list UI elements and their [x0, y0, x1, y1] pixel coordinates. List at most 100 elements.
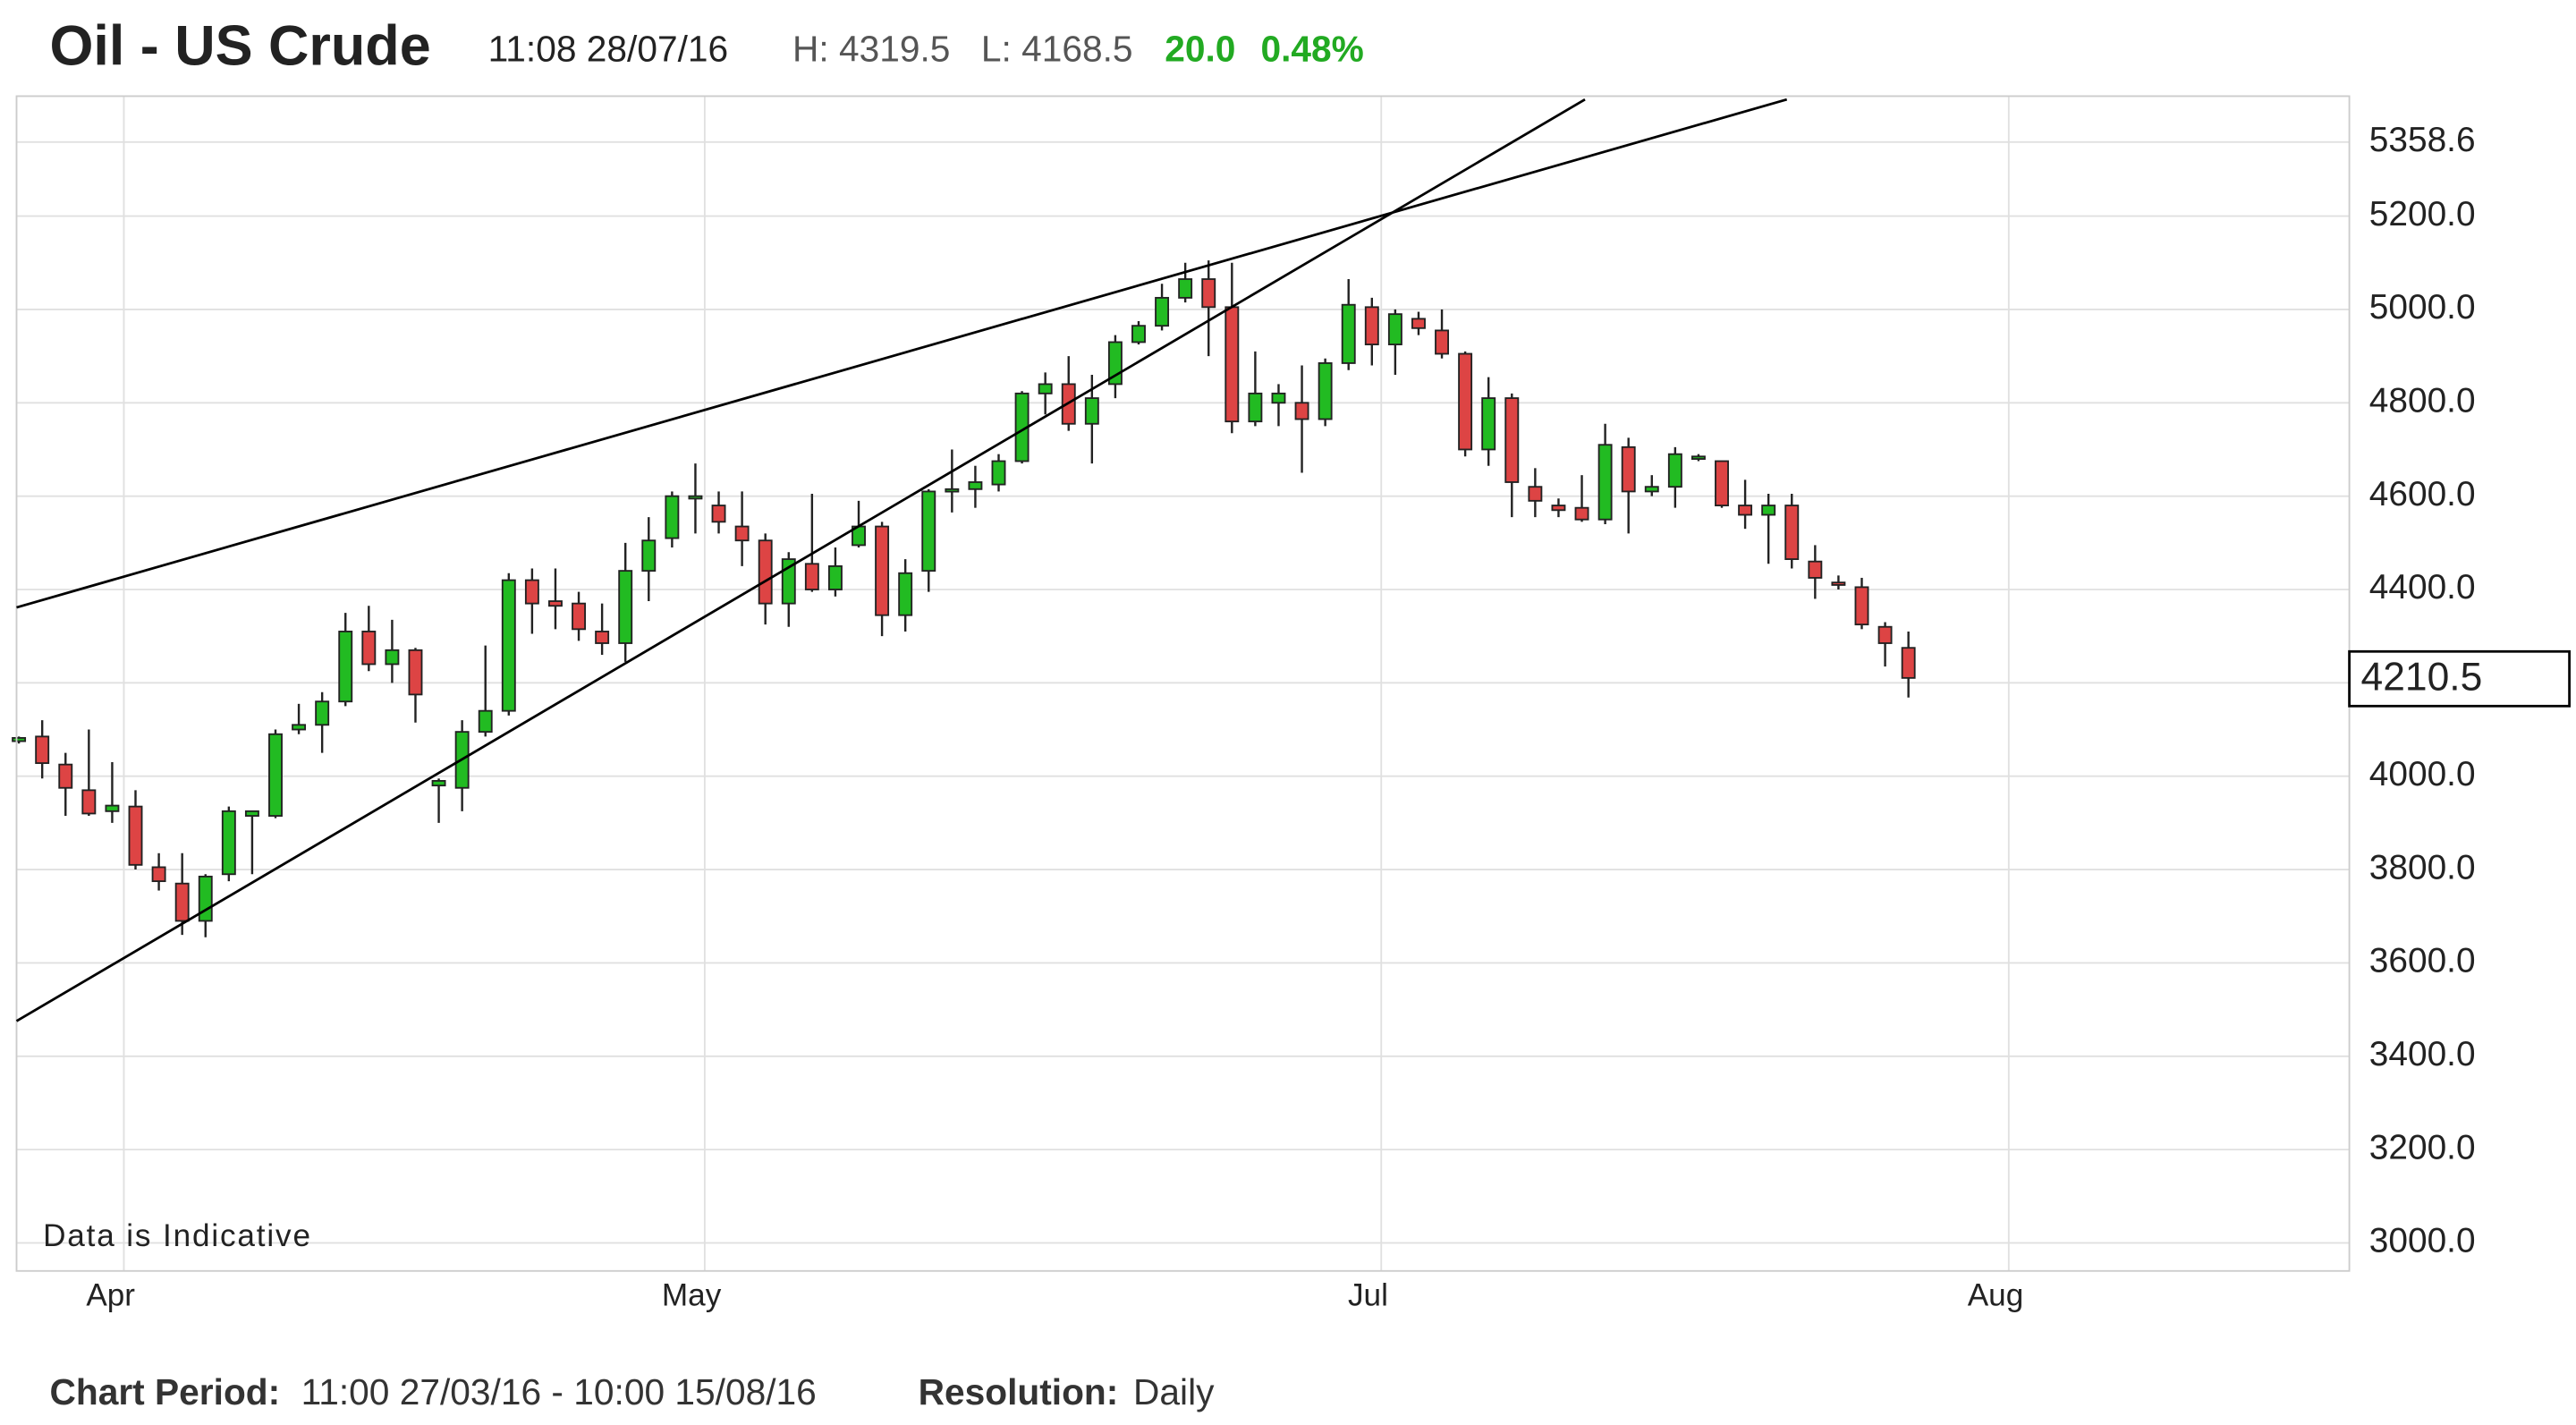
candle-body	[827, 564, 843, 590]
candle-body	[641, 539, 657, 573]
resolution: Daily	[1133, 1371, 1215, 1412]
candle-body	[408, 649, 423, 696]
instrument-title: Oil - US Crude	[49, 14, 430, 77]
candle-body	[1201, 278, 1216, 309]
last-price-label: 4210.5	[2361, 655, 2483, 699]
candle-body	[1178, 278, 1193, 299]
candle-body	[665, 495, 680, 539]
candle-body	[1481, 397, 1496, 451]
candle-body	[1644, 486, 1659, 493]
candle-body	[618, 570, 633, 644]
candle-body	[58, 763, 73, 789]
candle-body	[174, 882, 190, 922]
y-tick-label: 3200.0	[2369, 1128, 2476, 1166]
candle-body	[524, 579, 539, 605]
candle-body	[1271, 392, 1286, 404]
candle-body	[338, 631, 353, 703]
candle-body	[268, 733, 283, 817]
candle-body	[1854, 586, 1869, 626]
period-label: Chart Period:	[49, 1371, 280, 1412]
candle-body	[1831, 581, 1846, 586]
candle-body	[501, 579, 516, 712]
candle-body	[1341, 303, 1356, 364]
y-tick-label: 3000.0	[2369, 1222, 2476, 1260]
y-tick-label: 5358.6	[2369, 121, 2476, 159]
quote-change: 20.0	[1165, 28, 1235, 69]
candle-body	[1597, 444, 1613, 521]
candle-body	[1248, 392, 1263, 423]
candle-body	[35, 735, 50, 765]
candle-body	[1738, 505, 1753, 516]
trend-line	[15, 98, 1586, 1022]
candle-body	[688, 495, 703, 500]
candle-body	[734, 525, 750, 542]
candle-body	[105, 804, 120, 812]
candle-body	[1667, 453, 1682, 488]
quote-high: H: 4319.5	[792, 28, 950, 69]
candle-body	[804, 563, 819, 590]
y-tick-label: 3400.0	[2369, 1035, 2476, 1073]
candle-body	[1387, 313, 1402, 345]
candle-body	[898, 572, 913, 616]
candle-body	[1690, 455, 1706, 460]
x-tick-label: May	[662, 1278, 722, 1313]
candle-body	[1038, 383, 1053, 394]
y-tick-label: 5000.0	[2369, 288, 2476, 327]
y-tick-label: 5200.0	[2369, 195, 2476, 233]
quote-change-pct: 0.48%	[1260, 28, 1363, 69]
candle-body	[244, 810, 259, 817]
candle-body	[292, 724, 307, 731]
candle-body	[1504, 397, 1520, 483]
resolution-label: Resolution:	[919, 1371, 1119, 1412]
last-price-box	[2348, 649, 2571, 708]
candle-body	[945, 488, 960, 493]
y-tick-label: 4600.0	[2369, 475, 2476, 513]
candle-body	[968, 481, 983, 490]
candle-body	[198, 875, 213, 922]
trend-line	[16, 98, 1788, 609]
candle-body	[385, 649, 400, 666]
candle-body	[1224, 306, 1240, 423]
candle-body	[1084, 397, 1099, 425]
y-tick-label: 3800.0	[2369, 848, 2476, 886]
candle-body	[991, 460, 1006, 486]
candle-body	[128, 805, 143, 866]
candle-body	[875, 525, 890, 616]
y-tick-label: 4400.0	[2369, 568, 2476, 606]
disclaimer: Data is Indicative	[43, 1218, 312, 1253]
candle-body	[1155, 296, 1170, 327]
candle-body	[1318, 362, 1333, 420]
candle-body	[315, 700, 330, 726]
candle-body	[921, 490, 936, 573]
candle-body	[1435, 329, 1449, 355]
candle-body	[1715, 460, 1729, 506]
y-tick-label: 4800.0	[2369, 382, 2476, 420]
candle-body	[151, 866, 166, 883]
candle-body	[431, 779, 446, 787]
candle-body	[1621, 445, 1636, 493]
x-tick-label: Aug	[1968, 1278, 2024, 1313]
candle-body	[81, 789, 97, 815]
candle-body	[361, 631, 377, 666]
candle-body	[1901, 647, 1916, 679]
plot: 3000.03200.03400.03600.03800.04000.04200…	[12, 96, 2476, 1313]
candle-body	[1458, 352, 1473, 451]
candle-body	[758, 539, 773, 605]
candle-body	[1784, 505, 1800, 561]
period: 11:00 27/03/16 - 10:00 15/08/16	[301, 1371, 817, 1412]
y-tick-label: 3600.0	[2369, 942, 2476, 980]
candle-body	[1131, 325, 1146, 344]
candle-body	[1294, 402, 1309, 420]
candle-body	[572, 602, 587, 631]
candle-body	[1411, 318, 1426, 329]
x-tick-label: Apr	[86, 1278, 135, 1313]
candle-body	[1528, 486, 1543, 502]
candle-body	[1574, 506, 1589, 521]
quote-low: L: 4168.5	[981, 28, 1133, 69]
candle-body	[548, 600, 563, 607]
x-tick-label: Jul	[1348, 1278, 1388, 1313]
candle-body	[1364, 306, 1379, 345]
candle-body	[478, 709, 493, 734]
